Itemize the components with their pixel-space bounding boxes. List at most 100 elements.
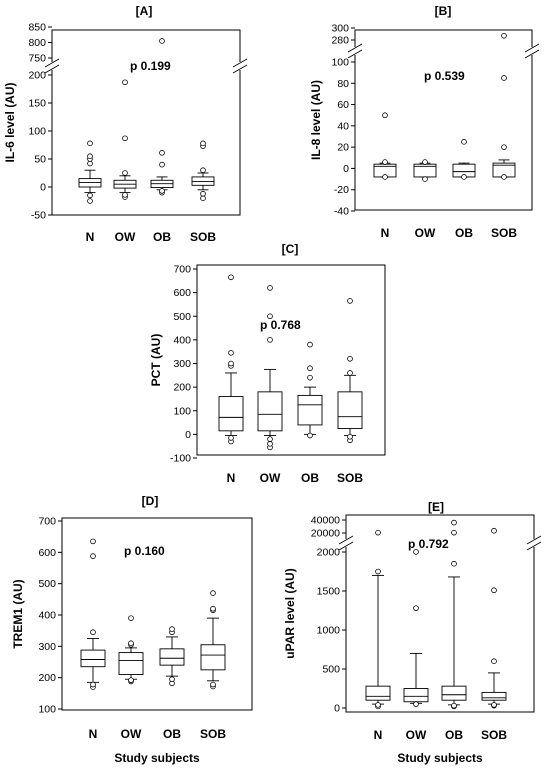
outlier-point [501,174,507,180]
x-axis-label: Study subjects [397,751,483,765]
box-ob [150,38,174,196]
y-axis-label: uPAR level (AU) [283,568,297,658]
axis-break-mark [44,58,60,68]
outlier-point [267,441,273,447]
category-label: N [227,471,236,485]
outlier-point [451,702,457,709]
outlier-point [451,529,457,536]
box-ob [452,139,476,180]
category-label: OB [153,230,171,244]
box-iqr [297,394,323,426]
y-tick-label: 500 [173,311,191,323]
category-label: OB [163,727,181,741]
axis-break-mark [347,43,363,53]
axis-break-mark [347,49,363,59]
y-tick-label: 300 [331,23,349,35]
p-value-annotation: p 0.160 [124,544,165,558]
y-tick-label: 40 [337,120,349,132]
box-ob [441,519,467,710]
panel-label: [B] [435,4,452,18]
box-ow [403,549,429,707]
panel-d: 100 200 300 400 500 600 700 [D] TREM1 (AU) p 0.16… [11,494,253,765]
y-tick-label: 50 [34,154,46,166]
y-tick-label: -40 [334,206,349,218]
outlier-point [382,112,388,119]
y-tick-label: 1500 [317,586,341,598]
box-n [78,140,102,204]
outlier-point [451,519,457,526]
p-value-annotation: p 0.199 [130,59,171,73]
outlier-point [200,195,206,202]
outlier-point [347,298,353,304]
outlier-point [122,170,128,176]
outlier-point [87,153,93,160]
outlier-point [169,626,175,632]
outlier-point [451,560,457,567]
y-tick-label: 1000 [317,625,341,637]
outlier-point [501,144,507,150]
outlier-point [307,365,313,372]
outlier-point [87,140,93,147]
p-value-annotation: p 0.539 [424,69,465,83]
box-iqr [441,685,467,701]
outlier-point [422,176,428,182]
category-label: SOB [337,471,363,485]
y-tick-label: 20 [337,142,349,154]
category-label: N [374,728,383,742]
axis-break-mark [338,535,354,545]
plot-frame [196,264,386,456]
outlier-point [267,337,273,343]
category-label: OW [406,728,427,742]
y-tick-label: 800 [28,37,46,49]
y-tick-label: 300 [38,641,56,653]
outlier-point [128,640,134,646]
outlier-point [382,159,388,165]
outlier-point [210,681,216,688]
outlier-point [491,658,497,664]
plot-frame [354,29,533,211]
y-tick-label: -20 [334,184,349,196]
box-iqr [337,391,363,429]
outlier-point [210,605,216,612]
box-ow [413,159,437,182]
outlier-point [159,161,165,168]
category-label: OB [455,226,473,240]
y-tick-label: 40000 [311,515,340,527]
y-tick-label: 0 [334,703,340,715]
panel-label: [A] [136,4,153,18]
outlier-point [200,167,206,174]
y-tick-label: -100 [170,453,191,465]
y-tick-label: 0 [40,182,46,194]
plot-frame [61,517,253,711]
panel-a: -50 0 50 100 150 200 750 800 850 [A] IL-6 level (A… [3,4,248,244]
y-tick-label: 500 [38,578,56,590]
outlier-point [90,629,96,636]
box-iqr [80,649,106,668]
outlier-point [347,355,353,362]
y-axis-label: TREM1 (AU) [11,579,25,648]
outlier-point [200,140,206,147]
y-tick-label: 600 [173,287,191,299]
axis-break-mark [232,64,248,74]
panel-label: [C] [282,242,299,256]
outlier-point [491,587,497,594]
category-label: SOB [491,226,517,240]
outlier-point [307,374,313,381]
outlier-point [122,79,128,86]
box-iqr [257,391,283,432]
box-n [373,112,397,180]
box-sob [200,590,226,690]
outlier-point [90,538,96,545]
outlier-point [159,188,165,194]
y-tick-label: 200 [38,672,56,684]
category-label: SOB [190,230,216,244]
box-ob [159,626,185,687]
y-tick-label: -50 [31,210,46,222]
box-iqr [200,644,226,671]
box-iqr [481,691,507,701]
axis-break-gap [526,47,538,55]
outlier-point [267,313,273,320]
outlier-point [413,605,419,611]
